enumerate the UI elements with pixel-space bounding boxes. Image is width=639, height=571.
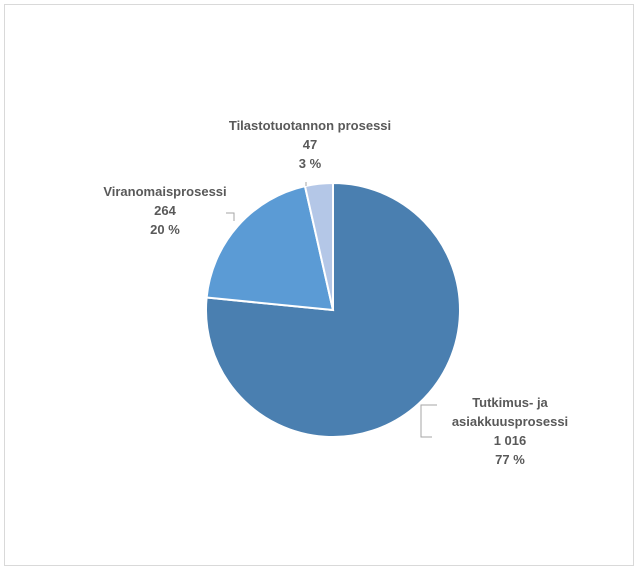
slice-label: Tilastotuotannon prosessi [229, 118, 391, 133]
leader-line [226, 212, 235, 221]
slice-value-label: 47 [303, 137, 317, 152]
slice-label: Viranomaisprosessi [103, 184, 226, 199]
slice-label: Tutkimus- ja [472, 395, 548, 410]
slice-percent-label: 3 % [299, 156, 322, 171]
pie-slices [205, 181, 461, 438]
leader-line [420, 404, 437, 438]
pie-slice [303, 181, 334, 311]
leader-lines [226, 182, 437, 438]
slice-value-label: 264 [154, 203, 176, 218]
slice-label-group: Tilastotuotannon prosessi 47 3 % [229, 118, 391, 171]
pie-slice [205, 184, 335, 312]
slice-label-group: Tutkimus- ja asiakkuusprosessi 1 016 77 % [452, 395, 568, 467]
slice-percent-label: 77 % [495, 452, 525, 467]
pie-slice [205, 181, 461, 438]
slice-percent-label: 20 % [150, 222, 180, 237]
slice-label-group: Viranomaisprosessi 264 20 % [103, 184, 226, 237]
slice-value-label: 1 016 [494, 433, 527, 448]
slice-labels: Tutkimus- ja asiakkuusprosessi 1 016 77 % Vi… [103, 118, 568, 467]
slice-label: asiakkuusprosessi [452, 414, 568, 429]
